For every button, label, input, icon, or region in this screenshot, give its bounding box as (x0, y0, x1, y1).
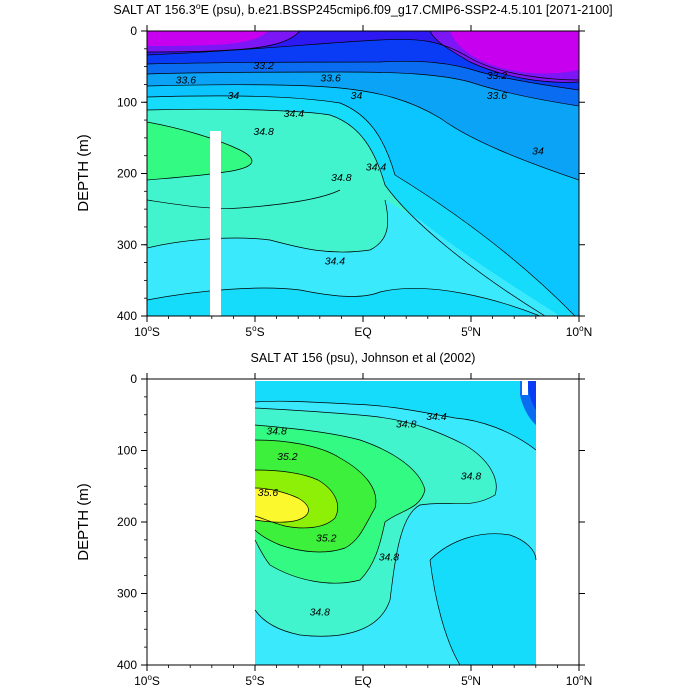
level-34-4-deep (147, 288, 540, 316)
x-tick-label: 5oS (245, 324, 264, 339)
contour-label: 33.2 (253, 60, 274, 72)
contour-lines (254, 400, 537, 665)
level-34-4-east (430, 533, 536, 665)
level-34-4 (255, 381, 536, 450)
contour-labels: 34.8 35.2 35.6 35.2 34.8 34.8 34.4 34.8 34.8 (258, 411, 482, 618)
contour-labels: 33.2 33.6 33.6 34 34 34.4 34.8 34.8 34.4 34.4 33.2… (176, 60, 544, 267)
y-tick-label: 100 (117, 444, 137, 458)
y-axis-title: DEPTH (m) (75, 483, 92, 561)
contour-label: 35.2 (316, 533, 337, 545)
y-axis: 0 100 200 300 400 (117, 24, 585, 323)
y-tick-label: 0 (130, 24, 137, 38)
contour-label: 34.8 (461, 471, 482, 483)
y-tick-label: 300 (117, 587, 137, 601)
contour-label: 34.4 (325, 255, 346, 267)
x-tick-label: 10oN (566, 324, 592, 339)
contour-label: 33.6 (176, 74, 197, 86)
x-axis: 10oS 5oS EQ 5oN 10oN (134, 373, 592, 688)
level-33-0-west (147, 31, 268, 46)
y-tick-label: 100 (117, 95, 137, 109)
contour-label: 34.4 (366, 161, 387, 173)
level-33-6-spot (528, 381, 536, 410)
contour-label: 34.8 (253, 126, 274, 138)
missing-data-patch (522, 381, 528, 395)
x-tick-label: EQ (354, 674, 371, 688)
missing-data-strip (210, 131, 221, 316)
contour-label: 33.2 (487, 70, 508, 82)
y-tick-label: 0 (130, 372, 137, 386)
contour-label: 34.4 (426, 411, 447, 423)
contour-label: 35.2 (277, 451, 298, 463)
panel-model: SALT AT 156.3oE (psu), b.e21.BSSP245cmip… (75, 1, 613, 339)
contour-label: 34.4 (284, 108, 305, 120)
contour-label: 33.6 (487, 90, 508, 102)
contour-fill (254, 381, 537, 665)
level-34-6-deep (147, 200, 560, 316)
y-axis: 0 100 200 300 400 (117, 372, 585, 672)
y-tick-label: 200 (117, 167, 137, 181)
x-tick-label: 5oN (461, 673, 481, 688)
y-tick-label: 300 (117, 238, 137, 252)
contour-label: 34.8 (310, 606, 331, 618)
panel-title: SALT AT 156.3oE (psu), b.e21.BSSP245cmip… (113, 1, 612, 17)
contour-label: 34.8 (379, 551, 400, 563)
x-tick-label: 5oN (461, 324, 481, 339)
x-axis: 10oS 5oS EQ 5oN 10oN (134, 25, 592, 339)
contour-label: 33.6 (320, 72, 341, 84)
panel-title: SALT AT 156 (psu), Johnson et al (2002) (251, 351, 476, 365)
y-tick-label: 400 (117, 658, 137, 672)
level-35-6 (255, 488, 309, 523)
y-axis-title: DEPTH (m) (75, 134, 92, 212)
x-tick-label: 10oS (134, 673, 160, 688)
y-tick-label: 400 (117, 309, 137, 323)
contour-lines (147, 31, 579, 316)
contour-label: 35.6 (258, 487, 279, 499)
x-tick-label: 5oS (245, 673, 264, 688)
x-tick-label: 10oN (566, 673, 592, 688)
contour-label: 34.8 (396, 418, 417, 430)
level-35-0 (147, 122, 252, 180)
level-33-0-east (450, 31, 579, 74)
y-tick-label: 200 (117, 515, 137, 529)
contour-label: 34 (228, 90, 240, 102)
contour-label: 34.8 (266, 425, 287, 437)
x-tick-label: EQ (354, 325, 371, 339)
contour-label: 34 (351, 90, 363, 102)
contour-label: 34.8 (331, 172, 352, 184)
panel-observation: SALT AT 156 (psu), Johnson et al (2002) (75, 351, 592, 688)
contour-label: 34 (532, 146, 544, 158)
contour-fill (147, 31, 579, 316)
x-tick-label: 10oS (134, 324, 160, 339)
